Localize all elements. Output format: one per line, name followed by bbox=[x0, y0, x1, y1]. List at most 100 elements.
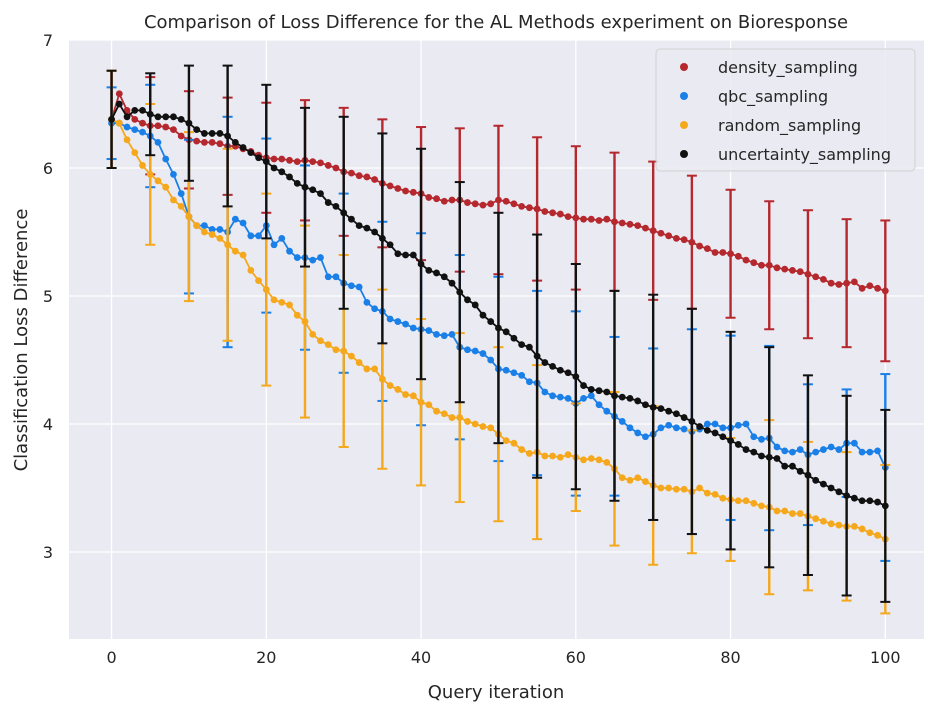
data-point bbox=[858, 525, 866, 533]
data-point bbox=[324, 162, 332, 169]
data-point bbox=[348, 352, 355, 360]
data-point bbox=[471, 420, 479, 428]
data-point bbox=[162, 113, 170, 121]
data-point bbox=[835, 281, 843, 288]
data-point bbox=[696, 484, 704, 492]
data-point bbox=[301, 318, 309, 325]
data-point bbox=[332, 346, 340, 354]
data-point bbox=[363, 365, 371, 373]
data-point bbox=[363, 298, 371, 306]
data-point bbox=[734, 252, 742, 260]
data-point bbox=[510, 200, 518, 208]
data-point bbox=[587, 215, 595, 223]
data-point bbox=[603, 458, 611, 466]
data-point bbox=[672, 424, 680, 432]
data-point bbox=[324, 273, 332, 281]
data-point bbox=[642, 433, 649, 441]
data-point bbox=[734, 497, 742, 505]
data-point bbox=[564, 394, 572, 402]
data-point bbox=[208, 138, 216, 146]
data-point bbox=[580, 382, 587, 389]
data-point bbox=[734, 441, 742, 448]
data-point bbox=[332, 273, 340, 281]
data-point bbox=[286, 247, 293, 255]
data-point bbox=[201, 138, 208, 146]
data-point bbox=[580, 456, 587, 464]
data-point bbox=[208, 130, 216, 137]
data-point bbox=[355, 283, 363, 291]
data-point bbox=[773, 455, 781, 462]
data-point bbox=[123, 113, 131, 121]
data-point bbox=[440, 332, 448, 340]
data-point bbox=[286, 156, 293, 164]
x-tick-label: 20 bbox=[256, 648, 276, 667]
data-point bbox=[502, 197, 510, 205]
data-point bbox=[278, 234, 286, 242]
data-point bbox=[262, 286, 270, 293]
data-point bbox=[595, 401, 603, 409]
y-tick-labels: 3 4 5 6 7 bbox=[43, 31, 53, 562]
data-point bbox=[363, 173, 371, 181]
data-point bbox=[394, 386, 402, 393]
legend-label: uncertainty_sampling bbox=[718, 145, 891, 165]
data-point bbox=[649, 227, 657, 235]
data-point bbox=[386, 382, 394, 389]
data-point bbox=[812, 448, 820, 456]
data-point bbox=[564, 213, 572, 221]
data-point bbox=[378, 375, 386, 383]
data-point bbox=[881, 502, 889, 510]
data-point bbox=[874, 284, 881, 292]
y-tick-label: 5 bbox=[43, 287, 53, 306]
data-point bbox=[549, 362, 556, 370]
data-point bbox=[495, 324, 502, 332]
data-point bbox=[502, 328, 510, 336]
data-point bbox=[177, 115, 185, 123]
data-point bbox=[812, 273, 820, 281]
legend-marker bbox=[680, 92, 688, 100]
data-point bbox=[703, 489, 711, 497]
data-point bbox=[812, 515, 820, 523]
data-point bbox=[293, 179, 301, 187]
data-point bbox=[247, 149, 255, 157]
x-tick-label: 100 bbox=[870, 648, 901, 667]
data-point bbox=[309, 186, 317, 194]
data-point bbox=[634, 222, 642, 229]
data-point bbox=[417, 260, 425, 268]
data-point bbox=[603, 388, 611, 396]
data-point bbox=[789, 448, 796, 456]
data-point bbox=[541, 388, 549, 396]
data-point bbox=[170, 170, 177, 178]
data-point bbox=[417, 398, 425, 406]
data-point bbox=[796, 446, 804, 453]
data-point bbox=[750, 499, 758, 507]
data-point bbox=[850, 494, 858, 502]
data-point bbox=[409, 392, 417, 400]
data-point bbox=[409, 188, 417, 196]
data-point bbox=[433, 407, 440, 415]
data-point bbox=[518, 202, 526, 210]
data-point bbox=[231, 138, 239, 146]
data-point bbox=[820, 275, 827, 283]
x-tick-label: 0 bbox=[106, 648, 116, 667]
data-point bbox=[703, 426, 711, 434]
data-point bbox=[433, 330, 440, 338]
data-point bbox=[201, 130, 208, 137]
data-point bbox=[386, 241, 394, 249]
data-point bbox=[549, 209, 556, 217]
data-point bbox=[278, 298, 286, 306]
data-point bbox=[866, 282, 874, 290]
data-point bbox=[556, 393, 564, 401]
data-point bbox=[170, 126, 177, 133]
data-point bbox=[820, 480, 827, 488]
data-point bbox=[874, 447, 881, 455]
data-point bbox=[580, 215, 587, 223]
data-point bbox=[115, 119, 123, 127]
data-point bbox=[193, 137, 201, 145]
data-point bbox=[789, 266, 796, 274]
data-point bbox=[618, 474, 626, 482]
data-point bbox=[286, 301, 293, 309]
data-point bbox=[471, 200, 479, 208]
data-point bbox=[866, 497, 874, 505]
data-point bbox=[595, 387, 603, 395]
data-point bbox=[293, 254, 301, 261]
